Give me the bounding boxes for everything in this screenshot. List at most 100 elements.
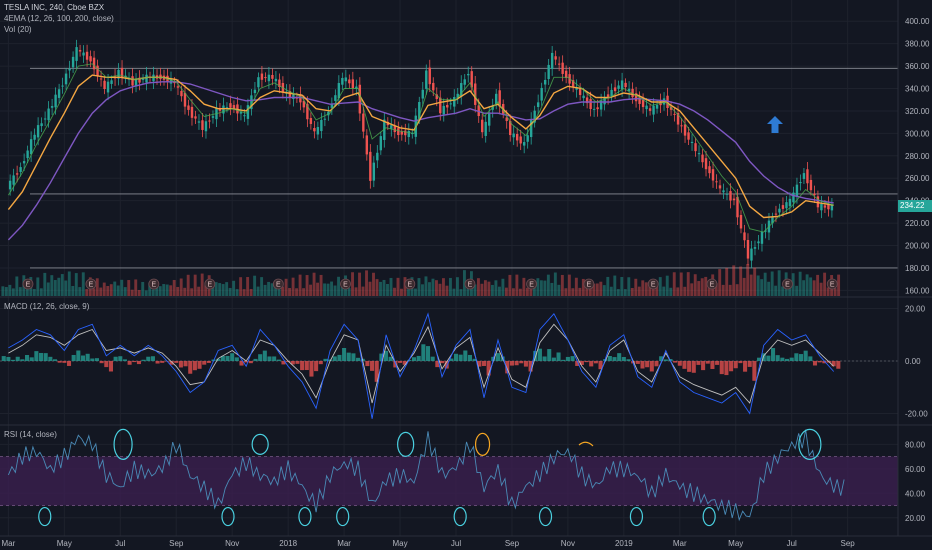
candle-body bbox=[655, 104, 659, 109]
volume-bar bbox=[57, 277, 61, 296]
macd-hist-bar bbox=[519, 361, 524, 364]
macd-hist-bar bbox=[25, 354, 30, 361]
volume-bar bbox=[424, 276, 428, 296]
volume-bar bbox=[777, 270, 781, 296]
x-tick-label: Nov bbox=[225, 539, 239, 548]
volume-bar bbox=[564, 288, 568, 296]
volume-bar bbox=[165, 284, 169, 296]
macd-hist-bar bbox=[104, 361, 109, 368]
candle-body bbox=[351, 79, 355, 89]
candle-body bbox=[372, 162, 376, 181]
candle-body bbox=[543, 79, 547, 85]
macd-hist-bar bbox=[150, 356, 155, 361]
candle-body bbox=[690, 141, 694, 144]
macd-hist-bar bbox=[127, 361, 132, 365]
volume-bar bbox=[746, 263, 750, 296]
candle-body bbox=[253, 89, 257, 94]
y-tick-label: 260.00 bbox=[905, 174, 930, 183]
volume-bar bbox=[32, 289, 36, 296]
candle-body bbox=[376, 152, 379, 161]
annotation-circles bbox=[38, 428, 822, 527]
candle-body bbox=[267, 74, 271, 82]
macd-hist-bar bbox=[673, 361, 678, 363]
volume-bar bbox=[242, 289, 246, 296]
y-tick-label: 180.00 bbox=[905, 264, 930, 273]
volume-bar bbox=[368, 281, 372, 296]
candle-body bbox=[589, 99, 592, 110]
volume-bar bbox=[819, 282, 823, 296]
macd-hist-bar bbox=[398, 361, 403, 363]
macd-hist-bar bbox=[477, 361, 482, 367]
macd-panel bbox=[0, 312, 898, 419]
macd-hist-bar bbox=[337, 354, 342, 361]
rsi-low-circle bbox=[221, 506, 235, 527]
volume-bar bbox=[518, 288, 522, 296]
candle-body bbox=[271, 75, 274, 79]
volume-bar bbox=[274, 283, 278, 296]
volume-bar bbox=[732, 265, 736, 296]
volume-bar bbox=[260, 277, 264, 296]
macd-hist-bar bbox=[836, 361, 841, 369]
macd-hist-bar bbox=[542, 356, 547, 361]
candle-body bbox=[498, 90, 501, 107]
volume-bar bbox=[686, 272, 690, 296]
candle-body bbox=[421, 89, 424, 99]
candle-body bbox=[760, 231, 764, 244]
volume-bar bbox=[421, 284, 424, 296]
x-tick-label: Sep bbox=[505, 539, 520, 548]
volume-bar bbox=[665, 275, 669, 296]
rsi-legend[interactable]: RSI (14, close) bbox=[4, 430, 57, 439]
macd-hist-bar bbox=[11, 359, 16, 361]
candle-body bbox=[449, 103, 452, 105]
candle-body bbox=[627, 88, 631, 91]
candle-body bbox=[320, 119, 323, 132]
macd-hist-bar bbox=[659, 356, 664, 361]
macd-legend[interactable]: MACD (12, 26, close, 9) bbox=[4, 302, 90, 311]
candle-body bbox=[711, 169, 715, 181]
candle-body bbox=[187, 105, 190, 110]
volume-bar bbox=[340, 286, 344, 296]
volume-bar bbox=[693, 274, 697, 296]
volume-bar bbox=[623, 289, 627, 296]
volume-bar bbox=[735, 284, 739, 296]
candle-body bbox=[802, 173, 806, 179]
macd-hist-bar bbox=[812, 361, 818, 366]
macd-hist-bar bbox=[612, 357, 617, 361]
volume-bar bbox=[218, 283, 222, 296]
y-tick-label: 80.00 bbox=[905, 440, 926, 449]
volume-bar bbox=[330, 281, 334, 296]
candle-body bbox=[550, 52, 554, 69]
candle-body bbox=[43, 118, 47, 120]
candle-body bbox=[617, 85, 620, 89]
volume-bar bbox=[560, 274, 564, 296]
time-axis[interactable]: Mar May Jul Sep Nov 2018 Mar May Jul Sep Nov 2019 Ma… bbox=[2, 539, 856, 548]
macd-hist-bar bbox=[160, 361, 165, 363]
candle-body bbox=[820, 203, 823, 211]
macd-hist-bar bbox=[747, 361, 752, 367]
ema-legend[interactable]: 4EMA (12, 26, 100, 200, close) bbox=[4, 14, 114, 23]
volume-bar bbox=[511, 288, 515, 296]
macd-hist-bar bbox=[570, 356, 575, 361]
volume-bar bbox=[634, 278, 638, 296]
candle-body bbox=[407, 130, 410, 138]
macd-hist-bar bbox=[495, 353, 500, 361]
volume-bar bbox=[214, 282, 218, 296]
macd-hist-bar bbox=[780, 357, 785, 361]
volume-legend[interactable]: Vol (20) bbox=[4, 25, 32, 34]
macd-hist-bar bbox=[379, 353, 384, 361]
volume-bar bbox=[714, 283, 718, 296]
x-tick-label: Jul bbox=[787, 539, 797, 548]
rsi-orange-arc bbox=[578, 441, 594, 447]
candle-body bbox=[715, 181, 718, 183]
volume-bar bbox=[826, 287, 830, 296]
macd-hist-bar bbox=[370, 361, 375, 371]
rsi-band-fill bbox=[0, 456, 898, 506]
volume-bar bbox=[795, 285, 799, 296]
macd-hist-bar bbox=[253, 358, 258, 361]
macd-hist-bar bbox=[234, 357, 239, 361]
candle-body bbox=[425, 70, 428, 89]
macd-hist-bar bbox=[430, 356, 435, 361]
candle-body bbox=[813, 193, 816, 196]
volume-bar bbox=[543, 280, 547, 296]
